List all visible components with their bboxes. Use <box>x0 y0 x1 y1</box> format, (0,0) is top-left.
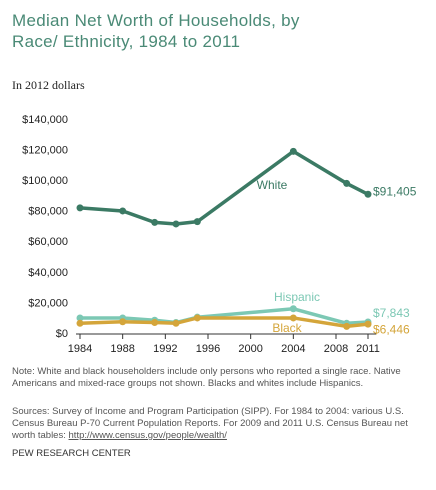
series-label: Hispanic <box>274 290 320 304</box>
value-label: $91,405 <box>373 184 417 198</box>
x-tick-label: 2000 <box>238 343 262 355</box>
x-tick-label: 1996 <box>196 343 220 355</box>
y-tick-label: $100,000 <box>22 175 68 187</box>
point <box>193 314 201 322</box>
chart-title: Median Net Worth of Households, by Race/… <box>12 11 300 51</box>
point <box>289 305 297 313</box>
point <box>151 319 159 327</box>
value-label: $7,843 <box>373 306 410 320</box>
y-tick-label: $120,000 <box>22 144 68 156</box>
point <box>76 204 84 212</box>
point <box>172 220 180 228</box>
y-tick-label: $80,000 <box>28 206 68 218</box>
point <box>289 314 297 322</box>
point <box>289 147 297 155</box>
x-tick-label: 2004 <box>281 343 305 355</box>
point <box>151 218 159 226</box>
point <box>76 314 84 322</box>
source: Sources: Survey of Income and Program Pa… <box>12 406 422 442</box>
x-tick-label: 1988 <box>110 343 134 355</box>
source-link[interactable]: http://www.census.gov/people/wealth/ <box>68 430 227 441</box>
y-tick-label: $0 <box>56 328 68 340</box>
series-label: Black <box>272 321 302 335</box>
x-tick-label: 2008 <box>324 343 348 355</box>
x-tick-label: 2011 <box>356 343 380 355</box>
credit: PEW RESEARCH CENTER <box>12 448 131 459</box>
point <box>172 319 180 327</box>
series-line <box>79 149 369 226</box>
point <box>343 322 351 330</box>
y-tick-label: $60,000 <box>28 236 68 248</box>
x-tick-label: 1992 <box>153 343 177 355</box>
series-line <box>79 316 369 329</box>
y-tick-label: $140,000 <box>22 114 68 126</box>
source-text: Sources: Survey of Income and Program Pa… <box>12 406 408 441</box>
chart: $0 $20,000 $40,000 $60,000 $80,000 $100,000 $1… <box>22 114 417 355</box>
point <box>364 320 372 328</box>
point <box>193 218 201 226</box>
y-tick-label: $20,000 <box>28 297 68 309</box>
point <box>343 179 351 187</box>
point <box>119 318 127 326</box>
x-tick-label: 1984 <box>68 343 92 355</box>
value-label: $6,446 <box>373 322 410 336</box>
chart-subtitle: In 2012 dollars <box>12 78 85 92</box>
note: Note: White and black householders inclu… <box>12 366 401 389</box>
point <box>76 319 84 327</box>
series-label: White <box>257 178 288 192</box>
y-tick-label: $40,000 <box>28 267 68 279</box>
point <box>119 207 127 215</box>
point <box>364 190 372 198</box>
